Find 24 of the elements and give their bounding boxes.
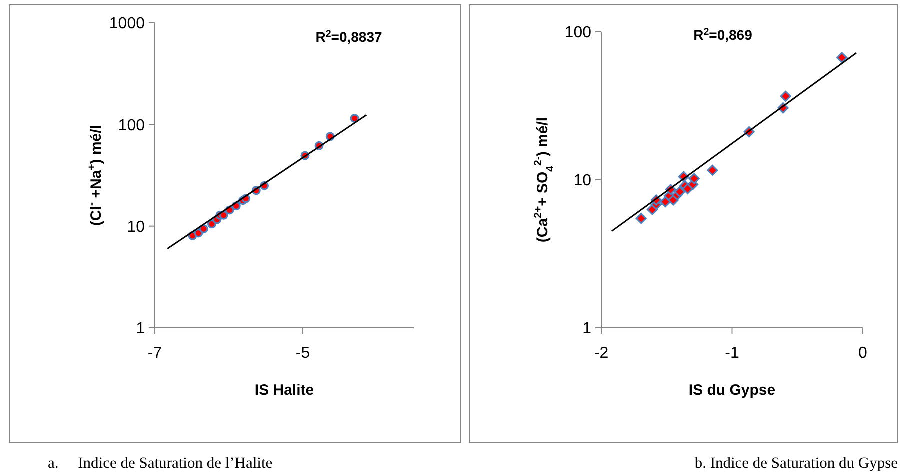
point — [836, 52, 848, 64]
x-tick-label: -1 — [725, 345, 740, 362]
point — [706, 164, 718, 176]
y-tick-label: 10 — [127, 218, 146, 236]
x-axis-title: IS du Gypse — [688, 382, 776, 399]
text: a. Indice de Saturation de l’Halite — [48, 455, 273, 472]
y-tick-label: 1 — [582, 320, 592, 338]
x-tick-label: -5 — [296, 345, 310, 362]
annotation: R$^{2}$=0,8837 — [316, 28, 382, 45]
y-tick-label: 100 — [564, 24, 592, 42]
text: b. Indice de Saturation du Gypse — [694, 455, 898, 472]
point — [636, 212, 648, 225]
annotation: R$^{2}$=0,869 — [694, 26, 753, 43]
y-tick-label: 100 — [118, 117, 146, 134]
point — [780, 90, 792, 102]
x-tick-label: -7 — [148, 345, 162, 362]
x-tick-label: -2 — [594, 345, 609, 362]
point — [682, 183, 694, 195]
y-tick-label: 10 — [574, 172, 592, 190]
point — [688, 172, 700, 185]
y-tick-label: 1000 — [109, 16, 146, 33]
y-tick-label: 1 — [136, 320, 146, 338]
x-axis-title: IS Halite — [254, 382, 314, 399]
x-tick-label: 0 — [858, 345, 868, 362]
